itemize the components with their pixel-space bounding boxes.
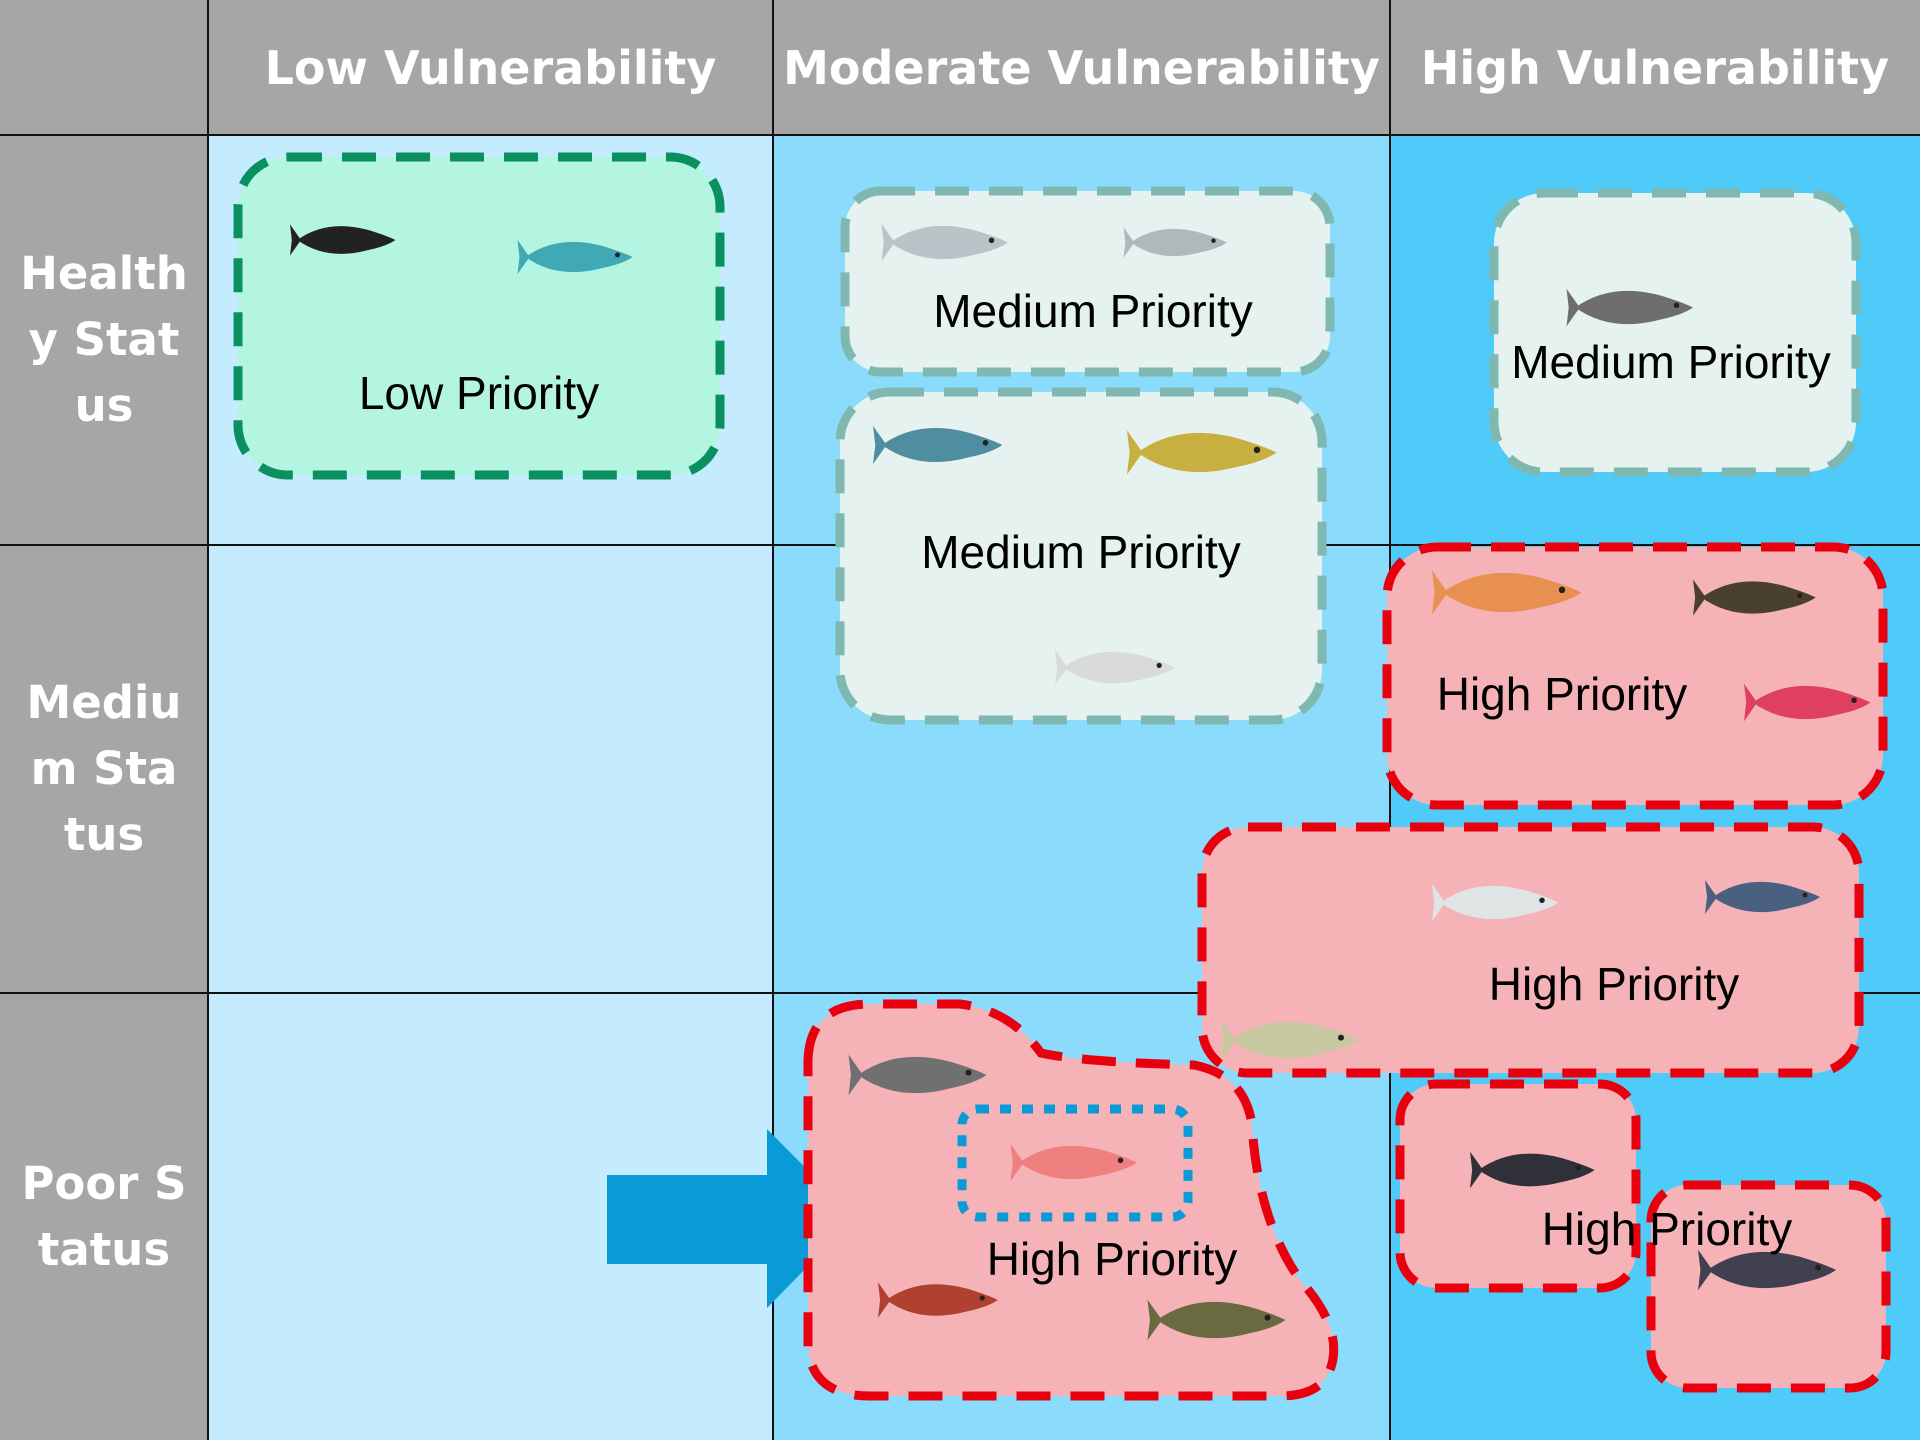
medium-box — [840, 186, 1335, 377]
priority-label: Low Priority — [358, 367, 600, 419]
priority-label: Medium Priority — [1511, 336, 1831, 388]
header-bg — [0, 0, 1920, 135]
column-header: Moderate Vulnerability — [783, 40, 1380, 95]
column-header: High Vulnerability — [1420, 40, 1890, 95]
priority-label: High Priority — [1541, 1203, 1793, 1255]
low-box — [233, 152, 725, 480]
medium-box — [835, 387, 1327, 725]
priority-label: Medium Priority — [921, 526, 1241, 578]
priority-label: Medium Priority — [933, 285, 1253, 337]
row-header: Medium Status — [26, 676, 182, 861]
row-header-bg — [0, 135, 208, 1440]
column-header: Low Vulnerability — [264, 40, 717, 95]
priority-label: High Priority — [986, 1233, 1238, 1285]
high-box — [1395, 1079, 1641, 1293]
row-header: Poor Status — [21, 1156, 187, 1276]
high-box — [1197, 822, 1864, 1078]
priority-label: High Priority — [1436, 668, 1688, 720]
medium-box — [1489, 188, 1861, 477]
highlight-box — [957, 1104, 1193, 1222]
row-header: Healthy Status — [20, 247, 188, 432]
priority-label: High Priority — [1488, 958, 1740, 1010]
